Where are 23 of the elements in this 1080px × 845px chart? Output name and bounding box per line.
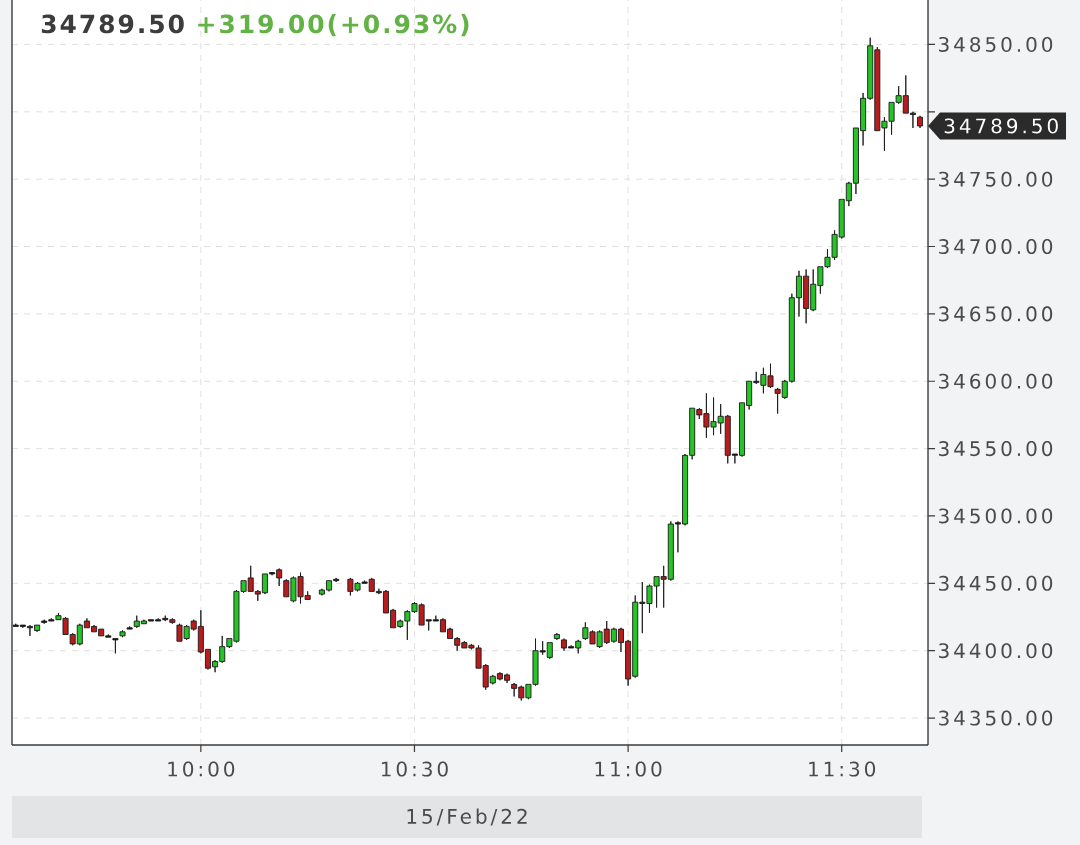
x-tick-label: 10:00 xyxy=(168,761,235,777)
chart-title: 34789.50 xyxy=(41,14,184,34)
y-tick-label: 34550.00 xyxy=(939,441,1053,457)
candlestick xyxy=(112,638,119,654)
y-tick-label: 34750.00 xyxy=(939,171,1053,187)
y-tick-label: 34700.00 xyxy=(939,238,1053,255)
candlestick xyxy=(119,630,126,638)
y-tick-label: 34450.00 xyxy=(939,575,1053,591)
y-tick-label: 34600.00 xyxy=(939,373,1053,389)
candlestick xyxy=(126,625,133,630)
y-tick-label: 34350.00 xyxy=(939,710,1053,726)
text: +319.00(+0.93%) xyxy=(198,14,469,37)
y-tick-label: 34850.00 xyxy=(939,36,1053,52)
text: 34789.50 xyxy=(944,118,1058,134)
x-axis-title: 15/Feb/22 xyxy=(407,808,527,826)
candlestick xyxy=(553,632,560,641)
x-tick-label: 11:30 xyxy=(809,761,876,777)
y-tick-label: 34500.00 xyxy=(939,508,1053,524)
x-tick-label: 11:00 xyxy=(595,761,662,777)
x-tick-label: 10:30 xyxy=(381,761,448,777)
y-tick-label: 34400.00 xyxy=(939,643,1053,659)
y-tick-label: 34650.00 xyxy=(939,306,1053,322)
candlestick xyxy=(917,115,924,129)
